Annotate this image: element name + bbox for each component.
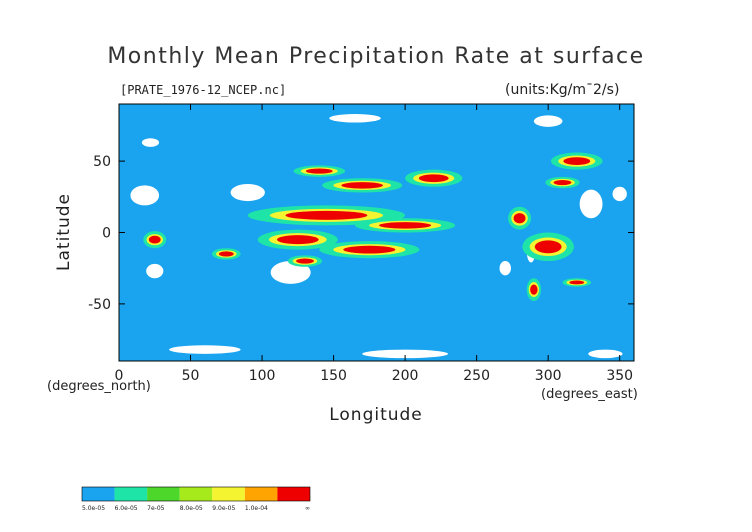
legend-label: 8.0e-05 xyxy=(180,505,203,512)
dry-region xyxy=(169,345,241,354)
legend-swatch xyxy=(212,487,245,501)
x-axis-title: Longitude xyxy=(329,405,423,425)
y-tick-label: 0 xyxy=(102,226,111,242)
rain-band-green xyxy=(405,169,463,187)
rain-band-yellow xyxy=(528,282,540,298)
x-tick-label: 350 xyxy=(606,368,633,384)
x-tick-label: 200 xyxy=(392,368,419,384)
rain-band-yellow xyxy=(511,210,528,226)
legend-label: 7e-05 xyxy=(147,505,164,512)
rain-band-yellow xyxy=(369,220,442,231)
rain-band-yellow xyxy=(268,233,327,247)
x-tick-label: 300 xyxy=(535,368,562,384)
dry-region xyxy=(141,138,160,147)
legend-label: 1.0e-04 xyxy=(245,505,268,512)
dry-region xyxy=(329,113,381,123)
rain-band-yellow xyxy=(300,167,338,175)
rain-band-heavy xyxy=(341,182,384,189)
legend-label: 6.0e-05 xyxy=(115,505,138,512)
rain-band-heavy xyxy=(418,174,449,183)
legend-swatch xyxy=(277,487,310,501)
plot-frame xyxy=(118,103,635,362)
rain-band-green xyxy=(319,241,420,259)
x-tick-label: 150 xyxy=(320,368,347,384)
rain-band-heavy xyxy=(569,280,585,285)
rain-band-heavy xyxy=(276,235,319,245)
rain-band-green xyxy=(322,178,403,193)
dry-region xyxy=(588,349,623,359)
rain-band-heavy xyxy=(379,222,432,229)
legend-frame xyxy=(81,486,311,502)
rain-band-green xyxy=(562,278,592,287)
units-label: (units:Kg/m¯2/s) xyxy=(505,82,620,98)
legend-swatch xyxy=(179,487,213,501)
rain-band-yellow xyxy=(215,250,237,258)
rain-band-yellow xyxy=(333,180,392,191)
legend-swatch xyxy=(147,487,180,501)
rain-band-heavy xyxy=(148,235,161,244)
legend-swatch xyxy=(244,487,278,501)
rain-band-yellow xyxy=(333,244,406,256)
rain-band-heavy xyxy=(553,179,572,186)
x-tick-label: 100 xyxy=(249,368,276,384)
rain-band-yellow xyxy=(550,178,575,187)
rain-band-green xyxy=(143,231,167,249)
chart-title: Monthly Mean Precipitation Rate at surfa… xyxy=(107,44,645,69)
rain-band-green xyxy=(551,152,603,170)
y-tick-label: 50 xyxy=(93,154,111,170)
rain-band-heavy xyxy=(305,168,333,174)
dry-region xyxy=(612,186,627,202)
rain-band-green xyxy=(522,232,574,262)
legend-swatch xyxy=(114,487,148,501)
dry-region xyxy=(499,261,511,276)
rain-band-heavy xyxy=(530,284,538,295)
rain-band-green xyxy=(247,205,406,226)
dry-region xyxy=(146,263,164,279)
legend-label: ∞ xyxy=(305,505,310,512)
rain-band-heavy xyxy=(534,240,562,254)
rain-band-green xyxy=(526,278,542,302)
rain-band-yellow xyxy=(558,155,596,167)
rain-band-green xyxy=(293,165,346,177)
x-tick-label: 50 xyxy=(182,368,200,384)
dry-region xyxy=(526,239,536,263)
y-axis-title: Latitude xyxy=(54,193,74,271)
legend-label: 5.0e-05 xyxy=(82,505,105,512)
dry-region xyxy=(130,185,160,206)
rain-band-heavy xyxy=(343,245,396,254)
dry-region xyxy=(270,261,311,284)
y-tick-label: -50 xyxy=(88,297,111,313)
rain-band-green xyxy=(287,255,323,267)
rain-band-yellow xyxy=(269,208,384,222)
rain-band-green xyxy=(545,176,580,189)
rain-band-yellow xyxy=(292,257,318,265)
rain-band-heavy xyxy=(563,157,591,165)
rain-band-heavy xyxy=(513,213,526,224)
rain-band-green xyxy=(355,218,456,233)
rain-band-heavy xyxy=(218,251,234,257)
legend-swatch xyxy=(82,487,115,501)
dry-region xyxy=(362,349,449,359)
legend-label: 9.0e-05 xyxy=(212,505,235,512)
rain-band-yellow xyxy=(529,237,567,257)
x-tick-label: 250 xyxy=(463,368,490,384)
dry-region xyxy=(579,189,603,219)
rain-band-green xyxy=(211,248,241,260)
x-unit-label-east: (degrees_east) xyxy=(541,387,638,402)
dry-region xyxy=(533,115,563,127)
rain-band-green xyxy=(257,229,338,250)
plot-background xyxy=(119,104,634,361)
rain-band-yellow xyxy=(566,279,588,286)
rain-band-yellow xyxy=(146,234,164,246)
rain-band-heavy xyxy=(285,210,368,220)
rain-band-yellow xyxy=(413,172,455,184)
file-label: [PRATE_1976-12_NCEP.nc] xyxy=(120,83,287,97)
x-unit-label: (degrees_north) xyxy=(47,379,151,394)
dry-region xyxy=(230,183,265,202)
rain-band-green xyxy=(508,206,531,230)
rain-band-heavy xyxy=(296,258,314,264)
